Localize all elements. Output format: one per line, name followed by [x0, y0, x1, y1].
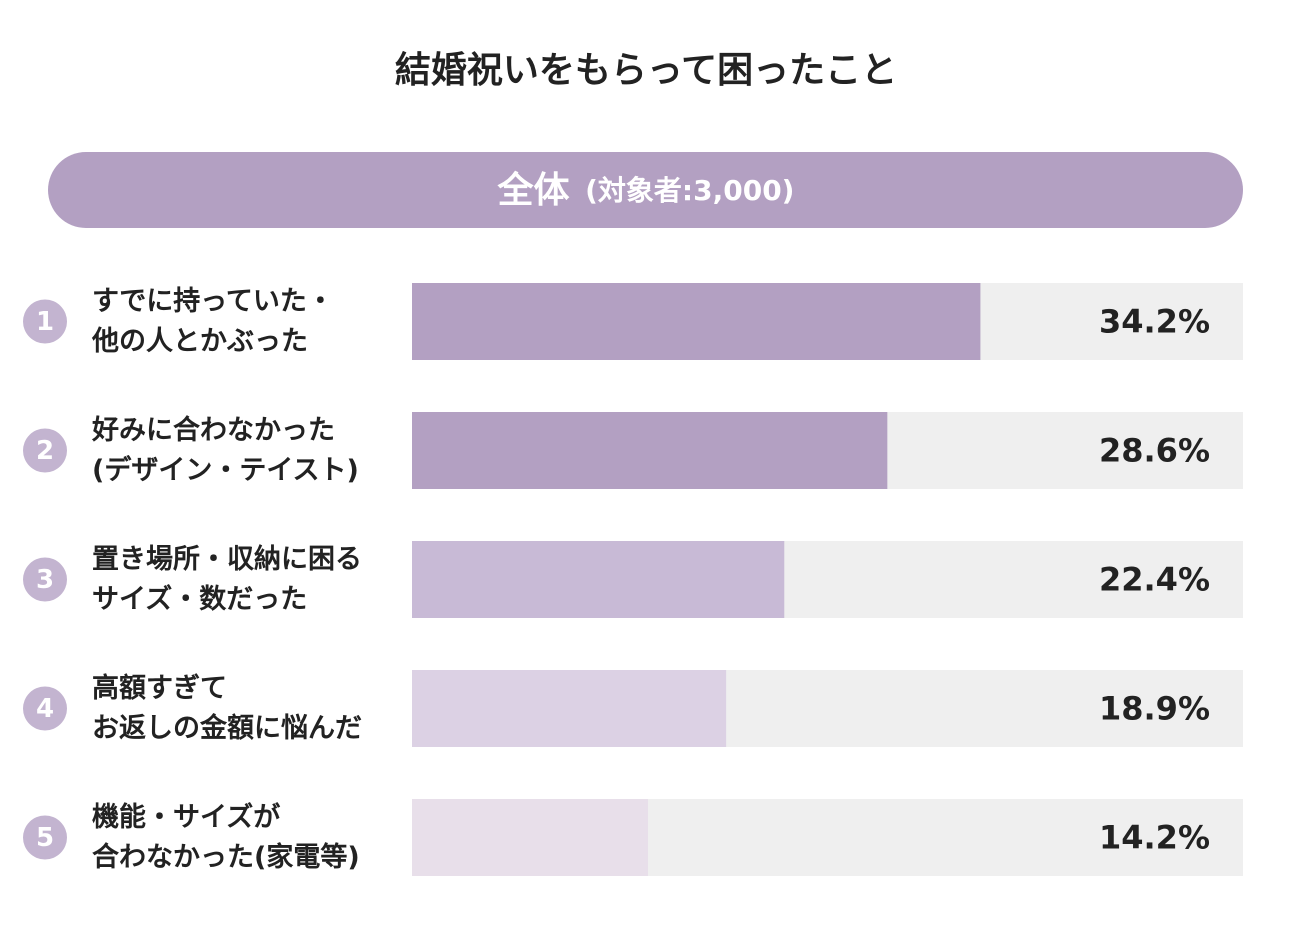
value-label: 22.4% — [1099, 561, 1210, 599]
value-label: 14.2% — [1099, 819, 1210, 857]
rank-circle — [23, 299, 67, 344]
subtitle: 全体 — [497, 169, 570, 211]
rank-number: 1 — [36, 307, 54, 337]
category-label: お返しの金額に悩んだ — [92, 712, 362, 744]
bar — [412, 412, 888, 489]
category-label: 機能・サイズが — [92, 801, 280, 833]
banner-text: 全体 (対象者:3,000) — [497, 169, 795, 211]
rank-circle — [23, 815, 67, 860]
rank-number: 4 — [36, 694, 54, 724]
category-label: (デザイン・テイスト) — [92, 454, 359, 486]
bar — [412, 541, 785, 618]
rank-circle — [23, 428, 67, 473]
bar — [412, 283, 981, 360]
category-label: 他の人とかぶった — [91, 326, 308, 357]
bar — [412, 670, 727, 747]
value-label: 18.9% — [1099, 690, 1210, 728]
rank-number: 3 — [36, 565, 54, 595]
category-label: 置き場所・収納に困る — [92, 543, 362, 575]
rank-circle — [23, 557, 67, 602]
rank-circle — [23, 686, 67, 731]
chart-title: 結婚祝いをもらって困ったこと — [395, 50, 897, 91]
subtitle-note: (対象者:3,000) — [585, 174, 794, 207]
value-label: 28.6% — [1099, 432, 1210, 470]
value-label: 34.2% — [1099, 303, 1210, 341]
rank-number: 2 — [36, 436, 54, 466]
rank-number: 5 — [36, 823, 54, 853]
banner — [48, 152, 1243, 228]
category-label: すでに持っていた・ — [92, 286, 334, 317]
category-label: 好みに合わなかった — [91, 414, 335, 446]
category-label: 高額すぎて — [92, 672, 227, 704]
category-label: 合わなかった(家電等) — [92, 841, 360, 873]
category-label: サイズ・数だった — [92, 583, 307, 615]
bar — [412, 799, 649, 876]
